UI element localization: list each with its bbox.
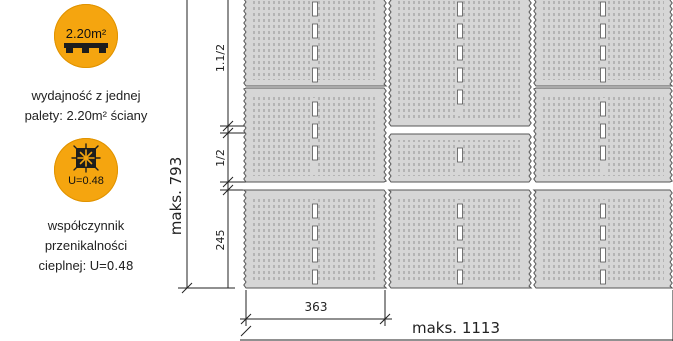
info-panel: 2.20m² wydajność z jednej palety: 2.20m²…: [0, 0, 172, 341]
block-width-dimension: 363: [240, 290, 392, 326]
thermal-badge: U=0.48: [54, 138, 118, 202]
row-top-label: 1.1/2: [214, 44, 227, 72]
wall-block: [387, 189, 533, 289]
pallet-yield-value: 2.20m²: [65, 26, 107, 41]
width-dimension: maks. 1113: [240, 290, 673, 341]
thermal-badge-value: U=0.48: [68, 175, 104, 187]
height-total-label: maks. 793: [167, 157, 185, 235]
pallet-foot-left: [66, 48, 73, 53]
row-bottom-label: 245: [214, 230, 227, 251]
wall-block: [533, 87, 673, 183]
pallet-yield-caption: wydajność z jednej palety: 2.20m² ściany: [0, 86, 172, 126]
row-dimensions: 1.1/2 1/2 245: [214, 0, 246, 288]
thermal-caption-line-3: cieplnej: U=0.48: [0, 256, 172, 276]
pallet-foot-right: [99, 48, 106, 53]
wall-block: [533, 0, 673, 87]
wall-block: [243, 0, 388, 87]
wall-block: [532, 189, 673, 289]
pallet-foot-middle: [82, 48, 89, 53]
thermal-caption: współczynnik przenikalności cieplnej: U=…: [0, 216, 172, 276]
row-middle-label: 1/2: [214, 149, 227, 167]
thermal-caption-line-1: współczynnik: [47, 218, 125, 233]
thermal-caption-prefix: cieplnej: U=: [38, 258, 107, 273]
block-grid: [242, 0, 673, 289]
block-width-label: 363: [305, 300, 328, 314]
height-dimension: maks. 793: [167, 0, 235, 294]
wall-block: [243, 87, 387, 183]
pallet-yield-badge: 2.20m²: [54, 4, 118, 68]
pallet-caption-line-2: palety: 2.20m² ściany: [24, 108, 148, 123]
width-total-label: maks. 1113: [412, 319, 500, 337]
wall-block: [388, 0, 532, 127]
pallet-icon: [64, 43, 108, 48]
thermal-caption-value: 0.48: [106, 259, 134, 273]
pallet-caption-line-1: wydajność z jednej: [31, 88, 141, 103]
thermal-caption-line-2: przenikalności: [44, 238, 128, 253]
wall-block: [242, 189, 388, 289]
snowflake-icon: [71, 143, 101, 173]
wall-block: [388, 133, 532, 183]
